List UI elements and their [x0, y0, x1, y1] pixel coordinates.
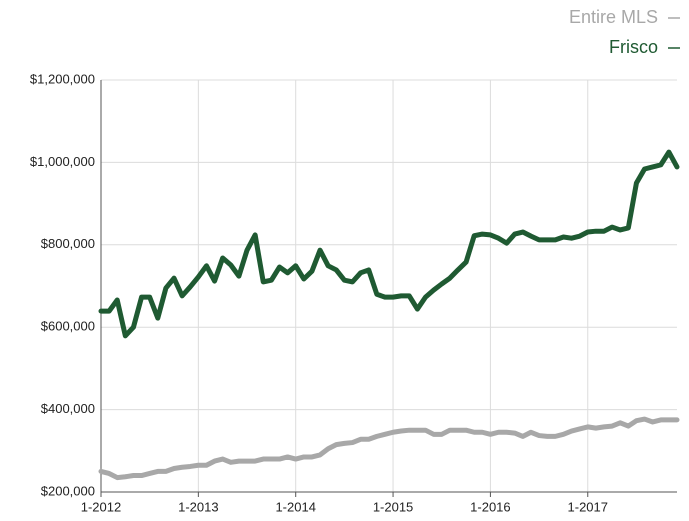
x-tick-label: 1-2016 [470, 499, 510, 514]
legend-label: Frisco [609, 37, 658, 57]
x-tick-label: 1-2014 [275, 499, 315, 514]
y-tick-label: $600,000 [41, 319, 95, 334]
y-tick-label: $1,200,000 [30, 71, 95, 86]
y-tick-label: $200,000 [41, 483, 95, 498]
x-tick-label: 1-2013 [178, 499, 218, 514]
y-tick-label: $400,000 [41, 401, 95, 416]
y-tick-label: $1,000,000 [30, 154, 95, 169]
series-line [98, 149, 680, 339]
x-tick-label: 1-2017 [568, 499, 608, 514]
series-line [98, 416, 680, 481]
y-tick-label: $800,000 [41, 236, 95, 251]
legend-label: Entire MLS [569, 7, 658, 27]
x-tick-label: 1-2012 [81, 499, 121, 514]
x-tick-label: 1-2015 [373, 499, 413, 514]
